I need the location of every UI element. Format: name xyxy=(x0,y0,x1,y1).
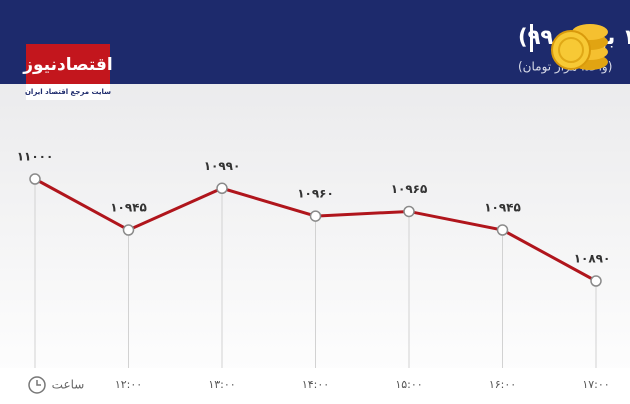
data-label: ۱۰۹۴۵ xyxy=(484,201,521,215)
x-tick-label: ۱۷:۰۰ xyxy=(582,378,609,391)
title-separator xyxy=(530,24,533,52)
data-label: ۱۰۹۹۰ xyxy=(204,159,241,173)
logo-strip xyxy=(26,84,110,100)
data-label: ۱۰۹۶۰ xyxy=(297,187,334,201)
point xyxy=(122,224,135,236)
data-label: ۱۰۹۶۵ xyxy=(391,182,428,196)
point xyxy=(496,224,509,236)
logo-tagline: سایت مرجع اقتصاد ایران xyxy=(25,88,111,96)
data-label: ۱۰۸۹۰ xyxy=(574,252,611,266)
clock-icon xyxy=(28,376,46,394)
point xyxy=(29,173,41,185)
x-axis-label: ساعت xyxy=(52,378,85,392)
x-tick-label: ۱۳:۰۰ xyxy=(208,378,235,391)
logo-text: اقتصادنیوز xyxy=(22,55,113,75)
data-label: ۱۱۰۰۰ xyxy=(17,150,54,164)
clock-hands xyxy=(36,380,41,386)
x-tick-label: ۱۶:۰۰ xyxy=(489,378,516,391)
footer-band xyxy=(0,368,630,404)
x-tick-label: ۱۴:۰۰ xyxy=(302,378,329,391)
data-label: ۱۰۹۴۵ xyxy=(110,201,147,215)
point xyxy=(309,210,322,222)
point xyxy=(590,275,602,287)
x-tick-label: ۱۵:۰۰ xyxy=(395,378,422,391)
x-tick-label: ۱۲:۰۰ xyxy=(115,378,142,391)
point xyxy=(403,205,415,218)
logo-box xyxy=(26,44,110,84)
point xyxy=(216,182,228,195)
coins-icon xyxy=(551,24,608,70)
